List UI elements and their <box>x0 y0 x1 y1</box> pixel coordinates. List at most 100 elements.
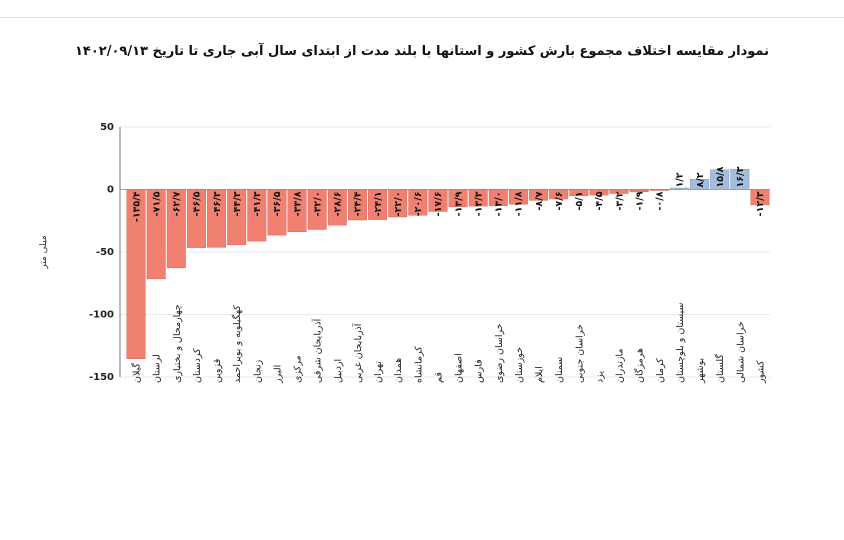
x-tick-label: بوشهر <box>695 358 706 384</box>
x-tick-label: آذربایجان شرقی <box>311 318 324 383</box>
bar <box>589 189 609 196</box>
bar <box>126 189 146 359</box>
x-tick-label: همدان <box>393 358 404 383</box>
bar <box>468 189 488 207</box>
bar-value-label: -۴/۵ <box>594 191 605 210</box>
x-tick-label: خوزستان <box>514 347 525 383</box>
y-axis-label: میلی متر <box>39 235 49 270</box>
bar <box>710 169 730 190</box>
bar-value-label: -۲۰/۶ <box>413 192 424 217</box>
x-tick-label: آذربایجان غربی <box>351 323 364 383</box>
x-tick-label: ایلام <box>534 366 545 383</box>
y-tick-label: 50 <box>100 122 114 133</box>
bar-value-label: -۴۶/۵ <box>192 191 203 216</box>
bar <box>247 189 267 242</box>
bar <box>529 189 549 201</box>
x-tick-label: قزوین <box>212 359 223 383</box>
bar-value-label: -۳/۲ <box>614 191 625 210</box>
x-tick-label: یزد <box>594 371 605 383</box>
bar <box>730 168 750 190</box>
bar <box>207 189 227 248</box>
y-axis: 50 0 -50 -100 -150 <box>89 122 121 383</box>
bar <box>629 189 649 193</box>
x-tick-label: گیلان <box>131 362 143 383</box>
bar-value-label: -۱۳۵/۴ <box>131 191 142 222</box>
x-tick-label: مرکزی <box>293 355 304 383</box>
bar-value-label: -۲۸/۶ <box>333 192 344 217</box>
bars: -۱۳۵/۴ -۷۱/۵ -۶۲/۷ -۴۶/۵ -۴۶/۳ -۴۴/۳ -۴۱/۳ -۳۶/… <box>126 166 770 359</box>
x-tick-label: خراسان شمالی <box>735 321 746 383</box>
bar-value-label: ۱۶/۳ <box>735 166 746 187</box>
bar-value-label: -۱۲/۳ <box>755 191 766 216</box>
bar-value-label: -۵/۱ <box>574 192 585 211</box>
x-tick-label: تهران <box>373 361 384 383</box>
grid-lines <box>120 126 770 378</box>
x-tick-label: کشور <box>755 360 766 384</box>
bar <box>569 189 589 197</box>
y-tick-label: -150 <box>89 372 114 383</box>
bar <box>327 189 347 226</box>
x-tick-label: هرمزگان <box>634 348 646 383</box>
bar-value-label: -۲۴/۴ <box>353 191 364 216</box>
bar-value-label: -۲۲/۰ <box>393 192 404 217</box>
bar <box>347 189 367 221</box>
x-tick-label: کرمانشاه <box>413 346 424 383</box>
bar <box>690 179 710 190</box>
bar <box>388 189 408 218</box>
chart-title: نمودار مقایسه اختلاف مجموع بارش کشور و ا… <box>74 44 769 59</box>
x-tick-label: خراسان رضوی <box>494 323 505 383</box>
bar-value-label: -۲۴/۱ <box>373 192 384 217</box>
bar-value-label: -۸/۷ <box>534 191 545 210</box>
bar <box>267 189 287 236</box>
bar <box>146 189 166 280</box>
x-tick-label: قم <box>433 372 444 383</box>
x-tick-label: اصفهان <box>454 353 465 383</box>
bar-value-label: ۱/۲ <box>675 172 686 187</box>
bar-value-label: -۳۳/۸ <box>292 191 303 216</box>
bar-value-label: -۷/۶ <box>554 192 565 211</box>
x-tick-label: سیستان و بلوچستان <box>675 303 686 383</box>
x-tick-label: گلستان <box>714 354 726 383</box>
x-tick-label: کردستان <box>192 348 203 383</box>
bar-value-label: -۶۲/۷ <box>172 191 183 216</box>
bar <box>508 189 528 205</box>
bar-value-label: -۱۳/۳ <box>473 191 484 216</box>
bar <box>227 189 247 246</box>
bar <box>166 189 186 269</box>
bar <box>669 187 689 190</box>
x-tick-label: مازندران <box>615 349 626 383</box>
bar-value-label: ۸/۲ <box>695 172 706 187</box>
x-tick-label: کهگیلویه و بویراحمد <box>231 305 243 383</box>
x-tick-label: البرز <box>272 365 283 384</box>
bar <box>609 189 629 194</box>
x-tick-label: اردبیل <box>333 359 344 383</box>
bar-value-label: -۴۴/۳ <box>232 191 243 216</box>
bar-value-label: -۴۶/۳ <box>212 191 223 216</box>
bar <box>408 189 428 216</box>
bar <box>488 189 508 206</box>
bar-value-label: -۳۶/۵ <box>272 191 283 216</box>
bar-value-label: -۳۲/۰ <box>312 192 323 217</box>
bar <box>750 189 770 206</box>
bar <box>428 189 448 212</box>
x-tick-labels: گیلان لرستان چهارمحال و بختیاری کردستان قزوی… <box>131 303 767 384</box>
bar-value-label: -۰/۸ <box>655 191 666 210</box>
x-tick-label: لرستان <box>152 354 163 383</box>
x-tick-label: چهارمحال و بختیاری <box>172 304 183 383</box>
bar-value-label: -۱۳/۰ <box>494 192 505 217</box>
y-tick-label: -50 <box>96 247 114 258</box>
bar-value-label: ۱۵/۸ <box>715 166 726 187</box>
bar <box>368 189 388 220</box>
bar <box>448 189 468 208</box>
x-tick-label: خراسان جنوبی <box>574 324 585 383</box>
top-divider <box>0 17 844 18</box>
bar-value-label: -۱۱/۸ <box>514 191 525 216</box>
bar <box>549 189 569 200</box>
bar <box>186 189 206 248</box>
bar-value-label: -۱۷/۶ <box>433 192 444 217</box>
bar-value-label: -۴۱/۳ <box>252 191 263 216</box>
x-tick-label: سمنان <box>554 357 565 383</box>
bar-value-label: -۷۱/۵ <box>151 191 162 216</box>
bar <box>307 189 327 230</box>
